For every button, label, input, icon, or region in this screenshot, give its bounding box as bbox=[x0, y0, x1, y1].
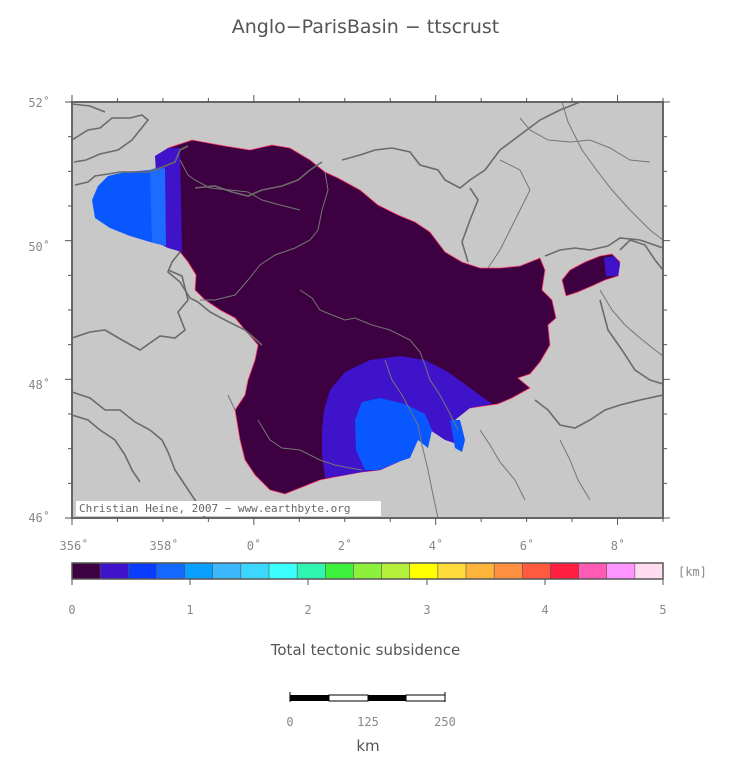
lon-label: 8˚ bbox=[611, 538, 625, 553]
lon-label: 6˚ bbox=[520, 538, 534, 553]
colorbar-tick-label: 4 bbox=[541, 603, 548, 617]
colorbar-swatch bbox=[494, 563, 523, 579]
scale-bar: 0 125 250 bbox=[286, 692, 456, 729]
colorbar-swatch bbox=[156, 563, 185, 579]
colorbar-tick-label: 5 bbox=[659, 603, 666, 617]
credit-text: Christian Heine, 2007 − www.earthbyte.or… bbox=[79, 502, 351, 515]
colorbar-tick-label: 0 bbox=[68, 603, 75, 617]
channel-lighter-region bbox=[150, 168, 166, 246]
colorbar-swatch bbox=[550, 563, 579, 579]
colorbar-swatch bbox=[128, 563, 157, 579]
scale-unit: km bbox=[356, 737, 380, 755]
channel-light-region bbox=[92, 165, 166, 246]
lat-label: 50˚ bbox=[28, 239, 50, 254]
lat-label: 52˚ bbox=[28, 95, 50, 110]
colorbar-swatch bbox=[578, 563, 608, 579]
map-ticks bbox=[65, 95, 670, 525]
colorbar-swatch bbox=[634, 563, 664, 579]
colorbar-swatch bbox=[409, 563, 439, 579]
lon-label: 358˚ bbox=[150, 538, 179, 553]
lon-label: 2˚ bbox=[338, 538, 352, 553]
scale-label: 250 bbox=[434, 715, 456, 729]
rivers bbox=[179, 102, 663, 518]
scale-label: 0 bbox=[286, 715, 293, 729]
lon-label: 356˚ bbox=[60, 538, 89, 553]
colorbar-swatch bbox=[297, 563, 326, 579]
lon-label: 0˚ bbox=[247, 538, 261, 553]
lon-label: 4˚ bbox=[429, 538, 443, 553]
colorbar-swatch bbox=[72, 563, 101, 579]
colorbar-swatch bbox=[100, 563, 129, 579]
colorbar-swatch bbox=[212, 563, 242, 579]
colorbar-swatch bbox=[437, 563, 467, 579]
colorbar bbox=[71, 563, 664, 585]
south-east-light-patch bbox=[450, 420, 465, 452]
colorbar-swatch bbox=[522, 563, 551, 579]
lat-label: 46˚ bbox=[28, 510, 50, 525]
colorbar-tick-label: 3 bbox=[423, 603, 430, 617]
colorbar-swatch bbox=[325, 563, 354, 579]
colorbar-swatch bbox=[269, 563, 298, 579]
colorbar-tick-labels: 0 1 2 3 4 5 bbox=[68, 603, 666, 617]
credit-background bbox=[76, 501, 381, 516]
eastern-patch-mid bbox=[604, 256, 620, 276]
colorbar-caption: Total tectonic subsidence bbox=[270, 641, 461, 659]
colorbar-swatch bbox=[606, 563, 636, 579]
colorbar-tick-label: 1 bbox=[186, 603, 193, 617]
map-figure: 356˚ 358˚ 0˚ 2˚ 4˚ 6˚ 8˚ 52˚ 50˚ 48˚ 46˚… bbox=[28, 95, 707, 617]
colorbar-tick-label: 2 bbox=[304, 603, 311, 617]
colorbar-unit: [km] bbox=[678, 565, 707, 579]
colorbar-frame bbox=[71, 562, 664, 580]
scale-label: 125 bbox=[357, 715, 379, 729]
lat-label: 48˚ bbox=[28, 377, 50, 392]
longitude-labels: 356˚ 358˚ 0˚ 2˚ 4˚ 6˚ 8˚ bbox=[60, 538, 626, 553]
latitude-labels: 52˚ 50˚ 48˚ 46˚ bbox=[28, 95, 50, 525]
colorbar-swatch bbox=[184, 563, 214, 579]
colorbar-swatch bbox=[353, 563, 382, 579]
colorbar-swatch bbox=[466, 563, 495, 579]
map-title: Anglo−ParisBasin − ttscrust bbox=[231, 16, 500, 38]
colorbar-swatch bbox=[240, 563, 270, 579]
country-borders bbox=[72, 102, 663, 518]
colorbar-swatch bbox=[381, 563, 411, 579]
